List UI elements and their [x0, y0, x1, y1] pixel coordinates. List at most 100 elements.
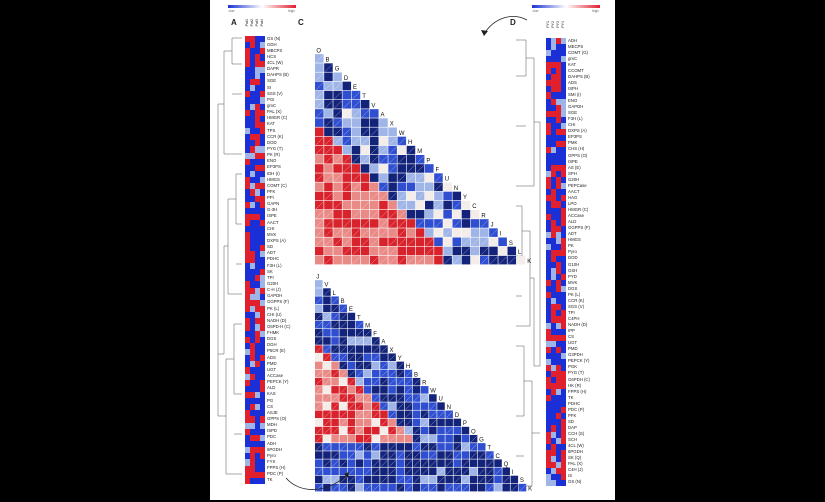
significance-hatch — [470, 435, 478, 443]
correlation-cell — [315, 288, 323, 296]
gene-label: CCR (K) — [267, 133, 284, 139]
significance-hatch — [429, 460, 437, 467]
gene-label: ADH — [267, 440, 277, 446]
significance-hatch — [470, 443, 478, 451]
significance-hatch — [434, 210, 443, 219]
correlation-cell — [363, 337, 372, 345]
significance-hatch — [323, 395, 331, 402]
correlation-cell — [315, 320, 323, 329]
correlation-cell — [396, 483, 405, 492]
heatmap-cell — [260, 373, 265, 380]
correlation-cell — [443, 237, 452, 247]
significance-hatch — [446, 460, 453, 467]
significance-hatch — [397, 395, 404, 402]
correlation-cell — [420, 394, 429, 402]
heatmap-cell — [250, 36, 255, 43]
significance-hatch — [334, 128, 342, 136]
significance-hatch — [413, 452, 421, 459]
significance-hatch — [315, 210, 324, 219]
significance-hatch — [332, 395, 339, 402]
significance-hatch — [315, 484, 323, 492]
correlation-cell — [360, 255, 370, 265]
heatmap-cell — [551, 219, 556, 226]
correlation-cell — [355, 394, 364, 402]
heatmap-cell — [556, 316, 561, 323]
correlation-cell — [415, 210, 425, 219]
heatmap-cell — [551, 425, 556, 432]
heatmap-cell — [556, 153, 561, 160]
correlation-cell — [388, 219, 397, 228]
heatmap-cell — [561, 377, 566, 384]
heatmap-cell — [255, 348, 260, 356]
significance-hatch — [381, 378, 388, 386]
correlation-cell — [315, 109, 324, 118]
significance-hatch — [343, 109, 351, 118]
correlation-cell — [333, 100, 342, 109]
significance-hatch — [340, 346, 347, 353]
significance-hatch — [462, 484, 469, 492]
gene-label: PYD — [568, 273, 577, 279]
correlation-cell — [339, 483, 347, 492]
gene-label: DGS — [267, 336, 277, 342]
heatmap-cell — [260, 213, 265, 221]
heatmap-cell — [556, 479, 561, 487]
triangle-diagonal-label: X — [390, 122, 394, 128]
heatmap-cell — [245, 306, 250, 313]
heatmap-cell — [556, 304, 561, 311]
correlation-cell — [315, 219, 324, 228]
correlation-cell — [351, 191, 361, 201]
correlation-cell — [315, 237, 324, 247]
heatmap-cell — [546, 262, 551, 269]
correlation-cell — [469, 483, 478, 492]
significance-hatch — [332, 427, 339, 435]
significance-hatch — [332, 313, 339, 321]
correlation-cell — [434, 182, 443, 192]
heatmap-cell — [250, 140, 255, 147]
heatmap-cell — [250, 128, 255, 135]
significance-hatch — [324, 174, 333, 182]
heatmap-cell — [561, 44, 566, 51]
correlation-cell — [445, 467, 453, 476]
correlation-cell — [397, 173, 407, 182]
correlation-cell — [355, 434, 364, 443]
significance-hatch — [454, 476, 461, 484]
heatmap-cell — [260, 85, 265, 92]
significance-hatch — [405, 476, 412, 484]
triangle-diagonal-label: D — [344, 76, 349, 82]
heatmap-cell — [561, 383, 566, 390]
gene-label: PYG (T) — [267, 145, 283, 151]
heatmap-cell — [561, 128, 566, 136]
heatmap-cell — [546, 231, 551, 239]
significance-hatch — [334, 109, 342, 118]
heatmap-cell — [561, 62, 566, 69]
significance-hatch — [389, 238, 397, 246]
heatmap-cell — [255, 36, 260, 43]
heatmap-cell — [245, 324, 250, 331]
significance-hatch — [343, 229, 351, 237]
triangle-diagonal-label: X — [390, 348, 394, 354]
triangle-diagonal-label: J — [316, 275, 319, 281]
gene-label: PMD — [267, 360, 277, 366]
significance-hatch — [429, 452, 437, 459]
correlation-cell — [396, 361, 405, 370]
heatmap-cell — [250, 66, 255, 74]
heatmap-cell — [561, 389, 566, 396]
gene-label: HMGS — [267, 176, 280, 182]
correlation-cell — [360, 109, 370, 118]
significance-hatch — [356, 411, 364, 418]
heatmap-cell — [546, 383, 551, 390]
heatmap-cell — [556, 389, 561, 396]
heatmap-cell — [255, 171, 260, 178]
gene-label: ALD — [568, 219, 577, 225]
heatmap-cell — [245, 85, 250, 92]
correlation-cell — [324, 145, 333, 155]
heatmap-cell — [255, 226, 260, 233]
heatmap-cell — [250, 459, 255, 466]
heatmap-cell — [260, 428, 265, 436]
heatmap-cell — [255, 373, 260, 380]
correlation-cell — [396, 410, 405, 419]
significance-hatch — [370, 238, 379, 246]
heatmap-cell — [551, 449, 556, 457]
heatmap-cell — [255, 189, 260, 196]
